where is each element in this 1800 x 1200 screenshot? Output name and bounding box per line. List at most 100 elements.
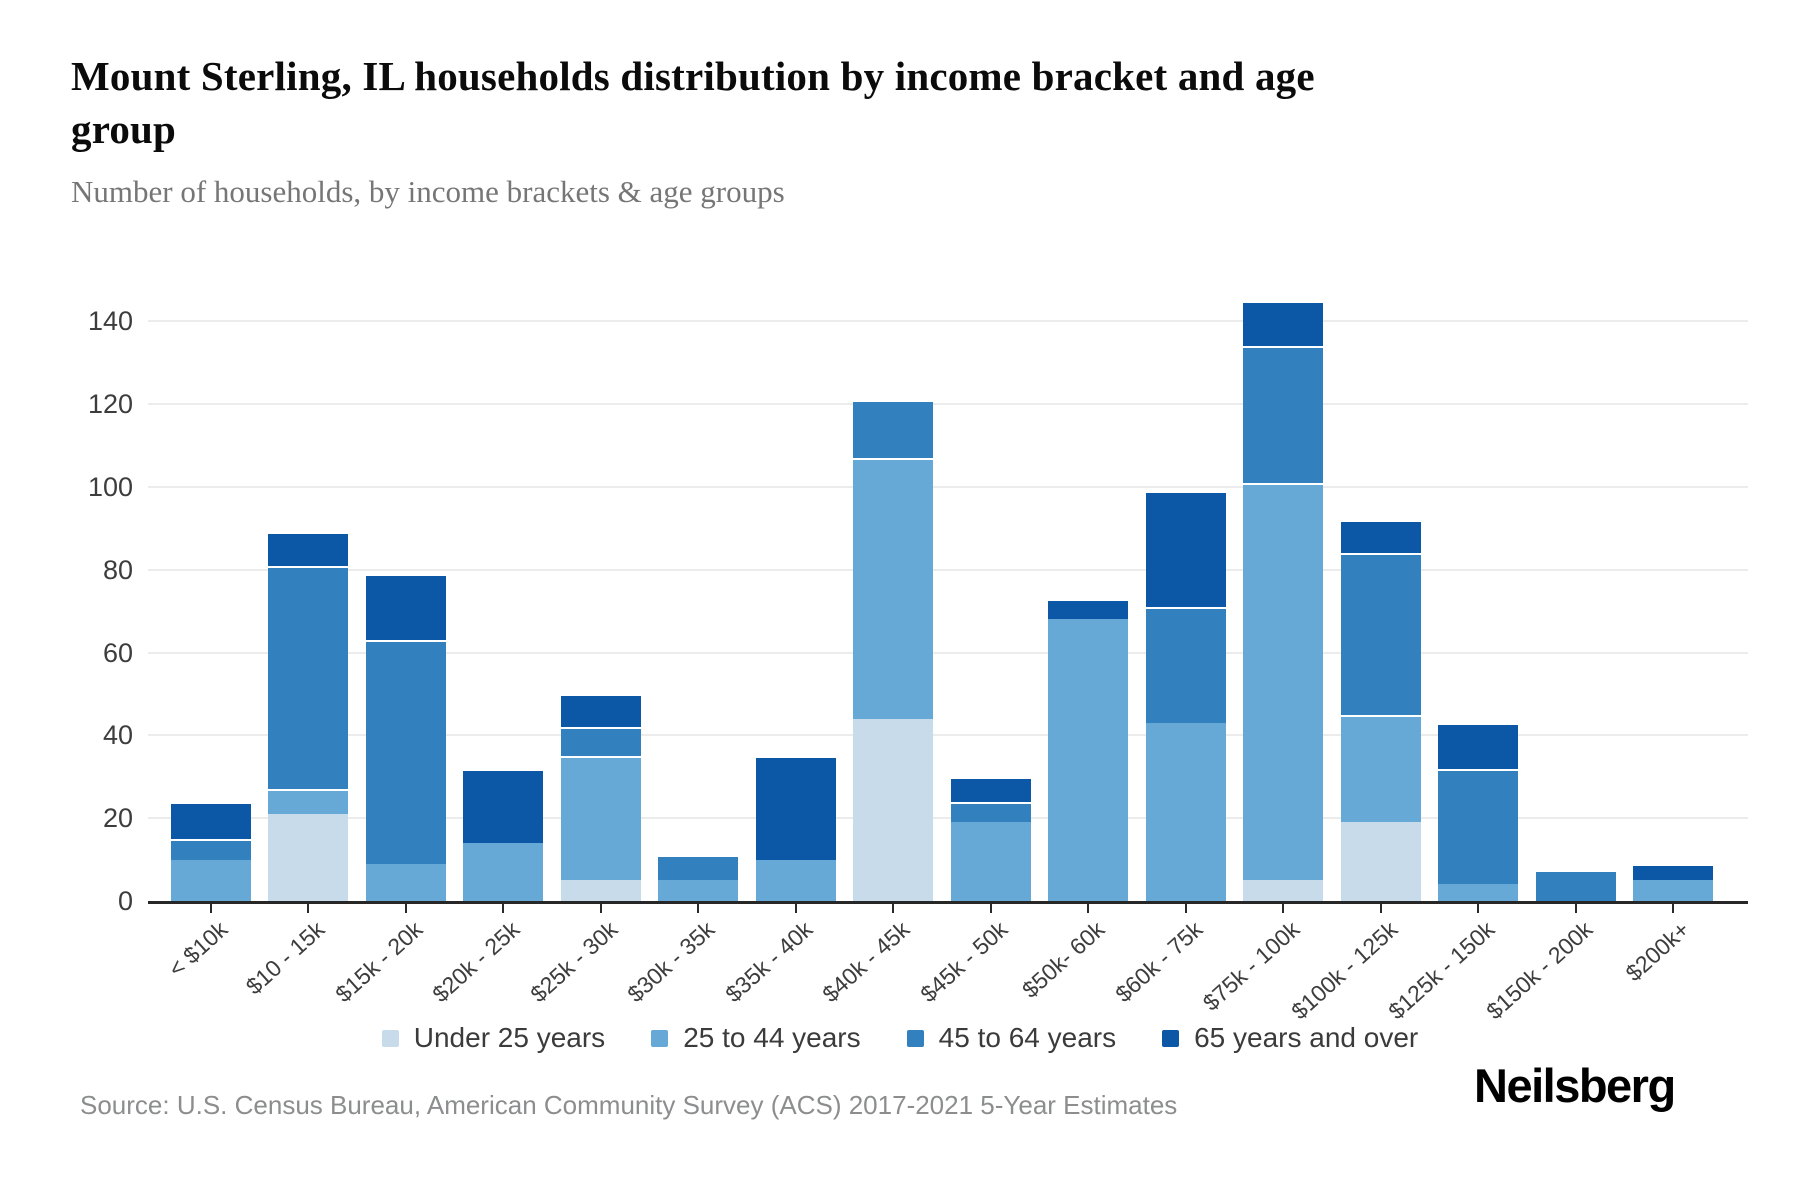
bar-segment bbox=[463, 843, 544, 901]
bar-segment bbox=[950, 822, 1031, 901]
x-axis-tick bbox=[794, 904, 797, 913]
bar-segment bbox=[365, 573, 446, 641]
bar-segment bbox=[1145, 722, 1226, 901]
bar--150k-200k bbox=[1535, 872, 1616, 901]
bar-segment bbox=[170, 801, 251, 839]
x-axis-tick bbox=[404, 904, 407, 913]
bar--60k-75k bbox=[1145, 491, 1226, 901]
bar-segment bbox=[268, 532, 349, 566]
bar--30k-35k bbox=[658, 855, 739, 901]
bar-segment bbox=[1340, 553, 1421, 715]
bar--50k-60k bbox=[1048, 598, 1129, 901]
bar-segment bbox=[365, 863, 446, 901]
bar-segment bbox=[1340, 520, 1421, 554]
x-axis-tick bbox=[892, 904, 895, 913]
bar-segment bbox=[853, 718, 934, 901]
legend-swatch-icon bbox=[651, 1029, 669, 1047]
gridline-40 bbox=[148, 734, 1748, 737]
bar-segment bbox=[1438, 768, 1519, 885]
legend-label: Under 25 years bbox=[413, 1022, 606, 1053]
y-axis-tick-label: 60 bbox=[102, 637, 133, 668]
bar-segment bbox=[268, 814, 349, 901]
bar-segment bbox=[1535, 872, 1616, 901]
bar-segment bbox=[463, 768, 544, 844]
bar--75k-100k bbox=[1243, 300, 1324, 901]
legend-item-65-years-and-over: 65 years and over bbox=[1162, 1022, 1418, 1054]
x-axis-tick bbox=[1477, 904, 1480, 913]
bar-segment bbox=[1048, 619, 1129, 901]
bar-segment bbox=[853, 457, 934, 719]
bar-segment bbox=[268, 789, 349, 815]
bar-segment bbox=[1340, 714, 1421, 823]
bar-segment bbox=[170, 859, 251, 901]
bar-segment bbox=[755, 859, 836, 901]
bar-segment bbox=[950, 801, 1031, 823]
bar--15k-20k bbox=[365, 573, 446, 901]
bar-segment bbox=[170, 838, 251, 860]
x-axis-tick bbox=[989, 904, 992, 913]
bar-segment bbox=[1340, 822, 1421, 901]
bar-segment bbox=[1633, 880, 1714, 901]
bar-segment bbox=[560, 756, 641, 881]
legend-label: 45 to 64 years bbox=[938, 1022, 1117, 1053]
bar--10-15k bbox=[268, 532, 349, 901]
source-note: Source: U.S. Census Bureau, American Com… bbox=[80, 1090, 1178, 1120]
bar--10k bbox=[170, 801, 251, 901]
legend-item-under-25-years: Under 25 years bbox=[381, 1022, 606, 1054]
bar-segment bbox=[1145, 491, 1226, 607]
bar--100k-125k bbox=[1340, 520, 1421, 901]
y-axis-tick-label: 100 bbox=[87, 471, 133, 502]
bar--125k-150k bbox=[1438, 722, 1519, 901]
brand-logo: Neilsberg bbox=[1474, 1059, 1676, 1112]
legend-swatch-icon bbox=[906, 1029, 924, 1047]
bar-segment bbox=[1243, 880, 1324, 901]
gridline-100 bbox=[148, 485, 1748, 488]
x-axis-tick bbox=[599, 904, 602, 913]
legend-swatch-icon bbox=[381, 1029, 399, 1047]
bar--20k-25k bbox=[463, 768, 544, 901]
legend-item-45-to-64-years: 45 to 64 years bbox=[906, 1022, 1117, 1054]
gridline-80 bbox=[148, 568, 1748, 571]
y-axis-tick-label: 80 bbox=[102, 554, 133, 585]
x-axis-tick bbox=[502, 904, 505, 913]
gridline-120 bbox=[148, 403, 1748, 406]
gridline-60 bbox=[148, 651, 1748, 654]
bar-segment bbox=[755, 756, 836, 860]
x-axis-tick bbox=[1184, 904, 1187, 913]
bar-segment bbox=[365, 640, 446, 864]
bar-segment bbox=[1243, 346, 1324, 483]
gridline-20 bbox=[148, 817, 1748, 820]
bar--45k-50k bbox=[950, 776, 1031, 901]
bar-segment bbox=[560, 693, 641, 728]
page-subtitle: Number of households, by income brackets… bbox=[71, 174, 785, 209]
bar-segment bbox=[853, 399, 934, 458]
bar-segment bbox=[560, 880, 641, 901]
bar-segment bbox=[268, 565, 349, 790]
plot-area bbox=[148, 255, 1748, 901]
y-axis-tick-label: 120 bbox=[87, 389, 133, 420]
x-axis-tick bbox=[1379, 904, 1382, 913]
bar--35k-40k bbox=[755, 756, 836, 901]
bar-segment bbox=[1438, 884, 1519, 901]
bar--200k- bbox=[1633, 863, 1714, 901]
x-axis-line bbox=[148, 901, 1748, 904]
x-axis-tick bbox=[1087, 904, 1090, 913]
bar--40k-45k bbox=[853, 399, 934, 901]
legend-item-25-to-44-years: 25 to 44 years bbox=[651, 1022, 861, 1054]
gridline-140 bbox=[148, 320, 1748, 323]
x-axis-tick bbox=[697, 904, 700, 913]
legend: Under 25 years 25 to 44 years 45 to 64 yea… bbox=[0, 1022, 1800, 1054]
y-axis-tick-label: 0 bbox=[117, 886, 133, 916]
x-axis-tick bbox=[1282, 904, 1285, 913]
bar-segment bbox=[1243, 482, 1324, 881]
y-axis-tick-label: 140 bbox=[87, 306, 133, 337]
bar-segment bbox=[658, 855, 739, 881]
x-axis-tick bbox=[1574, 904, 1577, 913]
bar-segment bbox=[1243, 300, 1324, 347]
legend-label: 25 to 44 years bbox=[683, 1022, 861, 1053]
bar-segment bbox=[1145, 607, 1226, 723]
page-title: Mount Sterling, IL households distributi… bbox=[71, 53, 1315, 153]
bar-segment bbox=[658, 880, 739, 901]
legend-label: 65 years and over bbox=[1194, 1022, 1419, 1053]
